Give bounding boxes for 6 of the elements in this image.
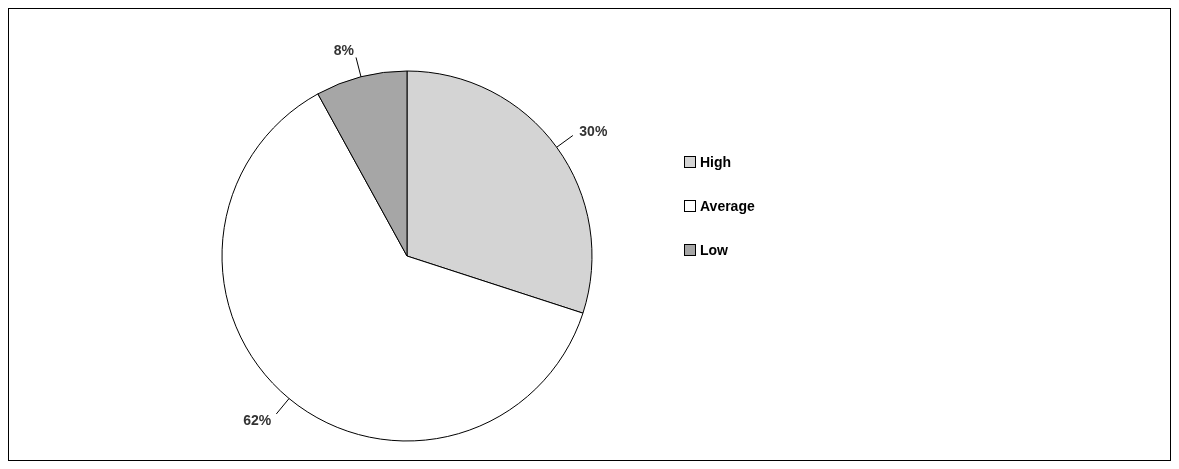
data-label: 62% <box>243 412 272 429</box>
legend-label: Average <box>700 198 755 214</box>
data-label: 8% <box>333 41 355 58</box>
legend-label: Low <box>700 242 728 258</box>
legend-label: High <box>700 154 732 170</box>
data-label: 30% <box>579 122 608 139</box>
